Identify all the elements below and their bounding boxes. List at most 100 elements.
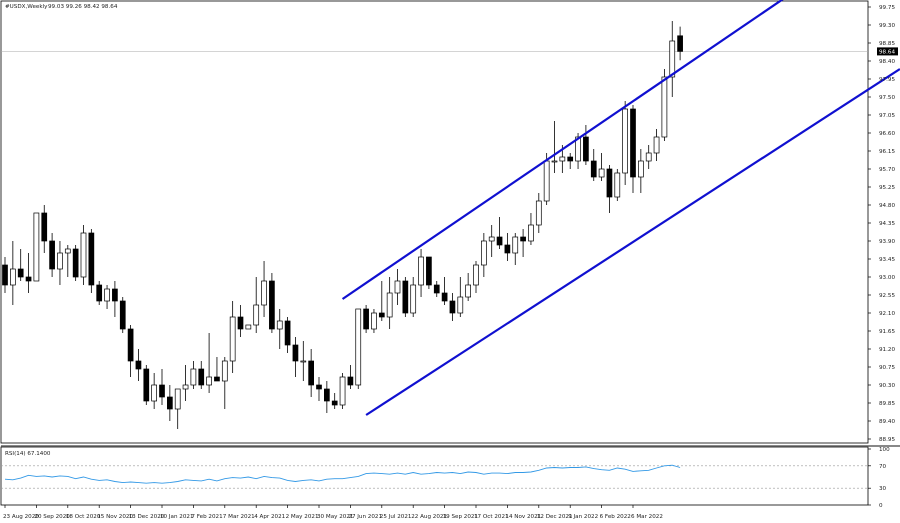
candle [630,105,636,193]
candle [198,361,205,389]
candle [49,233,55,277]
candle-body [300,360,307,363]
candle [645,145,652,169]
candle-body [119,300,126,330]
candle [316,377,322,401]
time-tick-label: 7 Mar 2021 [223,514,255,520]
candle [598,153,605,181]
candle-body [88,232,95,286]
candle [308,349,314,397]
time-tick-label: 30 May 2021 [317,514,354,520]
candle [151,373,157,409]
candle [614,169,621,201]
time-tick-label: 4 Apr 2021 [254,514,285,520]
candle-body [583,136,589,162]
candle [167,385,173,421]
candle [33,212,40,282]
price-tick-label: 95.25 [879,185,895,191]
rsi-plot-frame [0,446,869,506]
candle-body [504,244,511,254]
time-tick-label: 22 Aug 2021 [411,514,447,520]
rsi-tick-label: 0 [879,503,883,509]
candle-body [261,280,267,306]
candle [394,269,401,305]
candle-body [198,368,205,386]
price-grid [0,0,900,447]
candle-body [481,240,487,266]
candle [135,349,142,381]
candle [457,277,464,317]
candle-body [80,232,87,278]
candle [669,21,676,97]
candle-body [355,308,362,386]
candle-body [221,360,228,382]
price-axis: 99.75 99.30 98.85 98.40 97.95 97.50 97.05 96.60… [868,5,898,443]
candle [551,121,558,173]
candle-body [661,76,668,138]
candle [112,281,118,317]
price-tick-label: 97.95 [879,77,895,83]
time-tick-label: 25 Jul 2021 [380,514,412,520]
candle [214,357,220,382]
candle [504,233,511,261]
candle [473,261,479,293]
candle-body [72,248,79,278]
price-tick-label: 94.80 [879,203,895,209]
candle-body [386,292,393,318]
candle [488,225,495,257]
candle [386,277,393,329]
candle-body [637,160,644,178]
candle-body [402,280,409,314]
candle-body [25,276,32,282]
symbol-label: #USDX,Weekly [5,4,48,10]
candle-body [292,344,299,362]
candle [41,205,48,253]
candle-body [229,316,236,362]
time-tick-label: 27 Jun 2021 [348,514,382,520]
candle [261,261,267,317]
candle [378,281,385,321]
candle-body [339,376,346,406]
candle [363,305,369,333]
candle-body [167,396,173,410]
candle-body [64,248,71,254]
candle [355,308,362,389]
candle-body [104,288,110,302]
price-tick-label: 89.40 [879,419,895,425]
candle [221,357,228,409]
price-tick-label: 93.45 [879,257,895,263]
price-tick-label: 96.60 [879,131,895,137]
candle [347,365,354,389]
candle [80,225,87,285]
candle-body [17,268,24,278]
rsi-tick-label: 100 [879,447,890,453]
candle-body [496,236,503,246]
candle-body [465,284,471,298]
candle-body [182,384,189,390]
candle-body [245,324,252,330]
candle-body [535,200,542,226]
candle-body [590,160,597,178]
candle [339,373,346,409]
candle [402,277,409,317]
candle [174,388,181,429]
candle [159,369,165,405]
candle [512,233,519,265]
candle [410,277,417,317]
candle-body [190,368,197,386]
candle-body [669,40,676,78]
time-tick-label: 19 Sep 2021 [443,514,479,520]
candle-body [253,304,260,326]
candle [96,281,103,305]
price-tick-label: 88.95 [879,437,895,443]
rsi-line [4,464,681,484]
candle-body [206,376,212,386]
candle [606,165,613,213]
candle-body [630,108,636,178]
candle-body [433,284,440,294]
candle [567,153,574,169]
candle [292,337,299,377]
time-tick-label: 9 Jan 2022 [568,514,598,520]
